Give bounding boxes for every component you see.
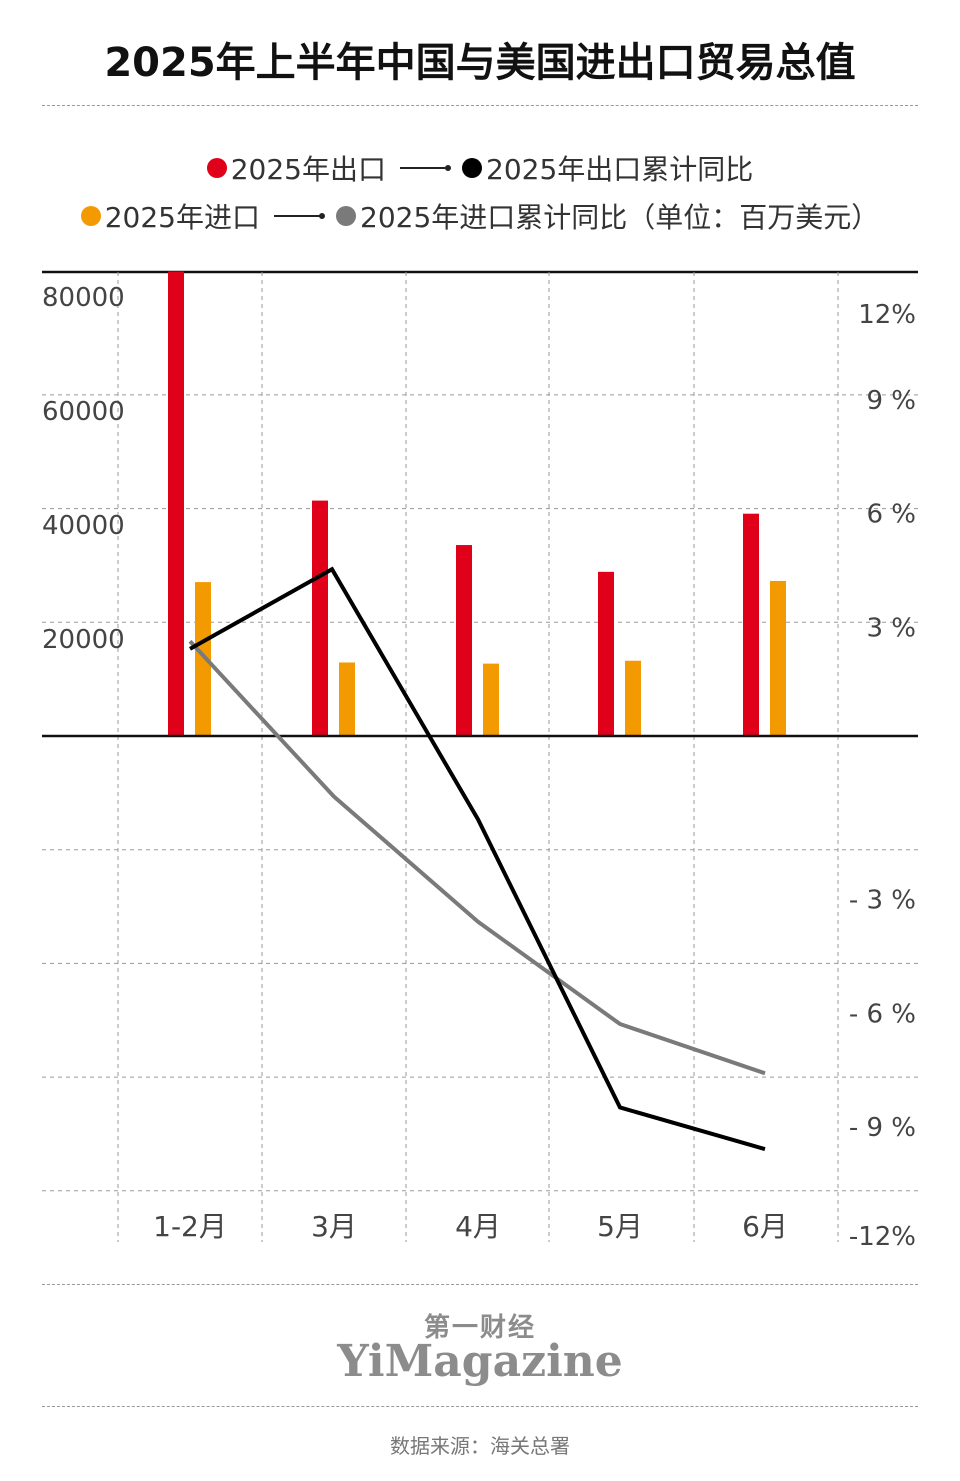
x-axis-category-label: 6月	[742, 1210, 788, 1243]
right-axis-tick-label: - 9 %	[849, 1113, 916, 1143]
x-axis-category-label: 5月	[597, 1210, 643, 1243]
right-axis-tick-label: 6 %	[866, 500, 916, 530]
export-yoy-line	[189, 566, 766, 1152]
right-axis-tick-label: - 3 %	[849, 886, 916, 916]
import-legend-dot	[80, 206, 101, 226]
left-axis-tick-label: 60000	[42, 397, 125, 427]
chart-title: 2025年上半年中国与美国进出口贸易总值	[104, 40, 856, 86]
left-axis-tick-label: 20000	[42, 625, 125, 655]
export-yoy-legend-dot	[462, 158, 482, 178]
x-axis-category-label: 3月	[311, 1210, 357, 1243]
legend-import-label: 2025年进口	[104, 201, 260, 234]
right-axis-tick-label: 12%	[858, 300, 916, 330]
export-legend-dot	[206, 158, 227, 178]
import-bar	[770, 580, 786, 736]
divider-top	[42, 105, 918, 106]
chart-area: 80000 60000 40000 20000 12% 9 % 6 % 3 % - 3 % - 6…	[42, 270, 918, 1250]
export-bar	[168, 271, 184, 736]
divider-bottom	[42, 1406, 918, 1407]
import-bar	[483, 663, 499, 736]
import-yoy-line	[188, 639, 766, 1076]
legend-import-yoy-label: 2025年进口累计同比（单位：百万美元）	[360, 201, 880, 234]
x-axis-category-label: 1-2月	[153, 1210, 227, 1243]
right-axis-tick-label: 9 %	[866, 386, 916, 416]
left-axis-tick-label: 40000	[42, 511, 125, 541]
import-bar	[339, 662, 355, 736]
right-axis-tick-label: 3 %	[866, 613, 916, 643]
legend-export-yoy-label: 2025年出口累计同比	[486, 153, 754, 186]
brand-logo: YiMagazine	[337, 1336, 623, 1387]
import-bar	[625, 660, 641, 736]
export-bar	[456, 545, 472, 736]
x-axis-category-label: 4月	[455, 1210, 501, 1243]
export-bar	[312, 500, 328, 736]
source-note: 数据来源：海关总署	[390, 1434, 570, 1458]
export-bar	[598, 571, 614, 736]
divider-mid	[42, 1284, 918, 1285]
import-yoy-legend-dot	[336, 206, 356, 226]
export-bar	[743, 513, 759, 736]
legend-row-import: 2025年进口 2025年进口累计同比（单位：百万美元）	[0, 196, 960, 236]
left-axis-tick-label: 80000	[42, 283, 125, 313]
right-axis-tick-label: - 6 %	[849, 999, 916, 1029]
right-axis-tick-label: -12%	[849, 1222, 916, 1250]
legend-export-label: 2025年出口	[230, 153, 386, 186]
import-bar	[195, 582, 211, 736]
legend-row-export: 2025年出口 2025年出口累计同比	[0, 148, 960, 188]
line-legend-marker-icon	[400, 165, 451, 171]
line-legend-marker-icon	[274, 213, 325, 219]
brand-chinese: 第一财经	[423, 1313, 536, 1343]
